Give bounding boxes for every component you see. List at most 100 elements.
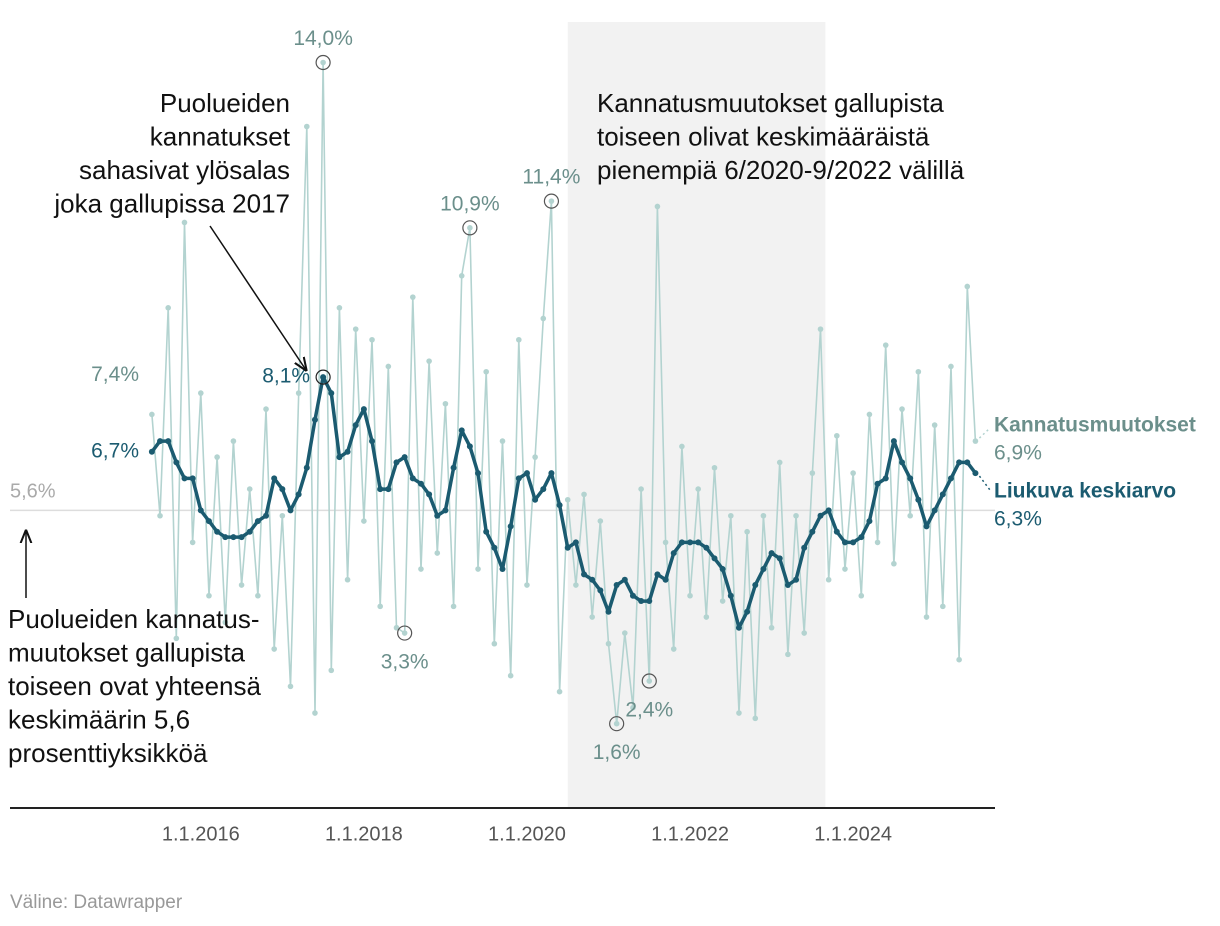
average-dot (377, 486, 384, 493)
poll-dot (842, 566, 848, 572)
legend-label: Kannatusmuutokset (994, 414, 1196, 437)
highlight-band (567, 22, 826, 809)
poll-dot (491, 640, 498, 647)
average-dot (328, 390, 335, 397)
x-tick-label: 1.1.2022 (651, 823, 729, 845)
poll-dot (222, 619, 229, 626)
average-dot (817, 512, 824, 519)
poll-dot (312, 710, 318, 716)
average-dot (279, 486, 286, 493)
average-dot (442, 507, 449, 514)
average-dot (597, 587, 604, 594)
poll-dot (915, 368, 922, 375)
average-dot (230, 534, 237, 541)
annotation: Puolueiden kannatus- (8, 604, 260, 634)
poll-dot (385, 363, 392, 370)
average-dot (336, 454, 343, 461)
average-dot (515, 475, 522, 482)
point-label: 2,4% (625, 699, 673, 722)
average-dot (320, 374, 327, 381)
poll-dot (295, 390, 302, 396)
poll-dot (940, 603, 946, 610)
poll-dot (369, 336, 375, 343)
poll-dot (752, 715, 759, 722)
average-dot (629, 592, 636, 599)
point-label: 3,3% (381, 651, 429, 674)
average-dot (295, 491, 302, 498)
average-dot (703, 544, 710, 551)
poll-dot (597, 518, 604, 524)
average-dot (303, 464, 310, 471)
poll-dot (858, 592, 865, 599)
average-dot (238, 534, 245, 541)
average-dot (874, 480, 881, 487)
average-dot (605, 608, 612, 615)
poll-dot (450, 603, 457, 610)
poll-dot (956, 656, 962, 663)
average-dot (638, 598, 645, 605)
poll-dot (230, 438, 237, 444)
poll-dot (165, 304, 171, 311)
average-dot (409, 475, 416, 482)
poll-dot (401, 630, 408, 636)
average-dot (148, 448, 155, 455)
poll-dot (475, 566, 481, 572)
average-dot (572, 539, 579, 546)
average-dot (360, 406, 367, 413)
poll-dot (434, 550, 441, 556)
average-dot (833, 528, 840, 535)
poll-dot (605, 640, 612, 647)
poll-dot (638, 486, 644, 492)
poll-dot (825, 576, 832, 583)
poll-line (151, 61, 977, 725)
average-dot (923, 523, 930, 530)
poll-dot (393, 624, 400, 631)
average-dot (784, 582, 791, 589)
highlight-circle (462, 220, 478, 236)
average-dot (369, 438, 376, 445)
average-dot (899, 459, 906, 466)
average-dot (613, 582, 620, 589)
poll-dot (923, 614, 930, 620)
average-dot (157, 438, 164, 445)
poll-dot (882, 342, 889, 348)
average-dot (165, 438, 172, 445)
average-dot (197, 507, 204, 514)
poll-dot (670, 646, 677, 652)
average-dot (173, 459, 180, 466)
poll-dot (573, 582, 579, 588)
average-dot (744, 608, 751, 615)
poll-dot (524, 582, 530, 588)
average-dot (727, 592, 734, 599)
average-dot (393, 459, 400, 466)
average-dot (254, 518, 261, 525)
poll-dot (899, 406, 905, 412)
average-dot (352, 422, 359, 429)
poll-dot (344, 576, 351, 583)
poll-dot (426, 358, 432, 364)
poll-dot (516, 336, 522, 343)
poll-dot (320, 59, 326, 66)
average-dot (687, 539, 694, 546)
poll-dot (361, 518, 367, 524)
average-dot (246, 528, 253, 535)
poll-dot (948, 363, 954, 370)
x-tick-label: 1.1.2018 (325, 823, 403, 845)
poll-dot (768, 624, 775, 631)
poll-dot (189, 539, 196, 546)
average-dot (271, 475, 278, 482)
average-dot (866, 518, 873, 525)
average-dot (181, 475, 188, 482)
annotation: Puolueiden (160, 88, 290, 118)
average-dot (287, 507, 294, 514)
x-tick-label: 1.1.2020 (488, 823, 566, 845)
average-dot (205, 518, 212, 525)
start-label: 6,7% (91, 439, 139, 462)
average-dot (646, 598, 653, 605)
poll-dot (149, 411, 155, 418)
x-tick-label: 1.1.2024 (814, 823, 892, 845)
average-dot (931, 507, 938, 514)
annotation: joka gallupissa 2017 (53, 188, 290, 218)
poll-dot (246, 486, 253, 492)
poll-dot (760, 512, 767, 519)
